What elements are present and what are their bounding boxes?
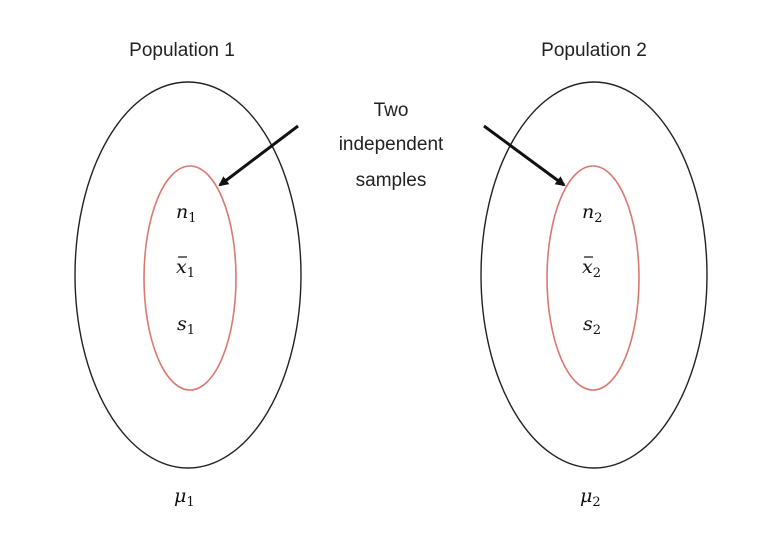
sample-1-ellipse: [143, 165, 237, 391]
sample-2-sd: s2: [583, 313, 601, 338]
sample-1-mean: x1: [176, 256, 195, 281]
population-1-ellipse: [74, 81, 302, 469]
population-2-title: Population 2: [541, 40, 647, 61]
population-1-mean: μ1: [174, 485, 195, 510]
sample-2-ellipse: [546, 165, 640, 391]
sample-1-size: n1: [176, 201, 197, 226]
sample-2-mean: x2: [582, 256, 601, 281]
arrow-to-sample-2: [483, 124, 566, 187]
population-2-mean: μ2: [580, 485, 601, 510]
center-label-line-1: Two: [374, 100, 409, 121]
arrow-to-sample-1: [218, 124, 299, 187]
sample-2-size: n2: [582, 201, 603, 226]
sample-1-sd: s1: [177, 313, 195, 338]
center-label-line-3: samples: [356, 170, 427, 191]
population-2-ellipse: [480, 81, 708, 469]
population-1-title: Population 1: [129, 40, 235, 61]
center-label-line-2: independent: [339, 134, 444, 155]
